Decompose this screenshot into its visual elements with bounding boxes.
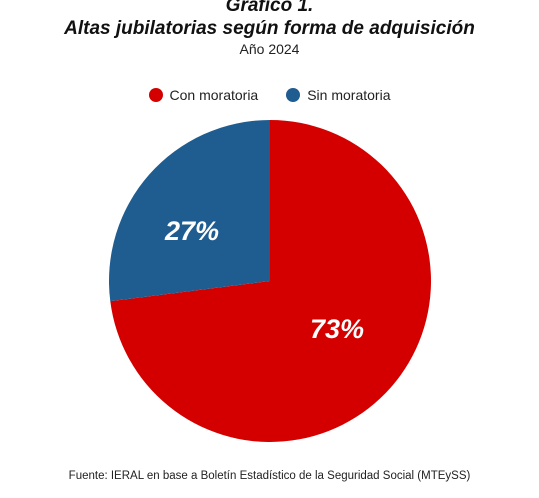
legend-item-con-moratoria: Con moratoria bbox=[148, 87, 259, 103]
pie-slice-con-moratoria bbox=[110, 120, 431, 442]
chart-title-line1: Gráfico 1. bbox=[225, 0, 314, 16]
legend-label-sin-moratoria: Sin moratoria bbox=[307, 87, 391, 103]
source-note: Fuente: IERAL en base a Boletín Estadíst… bbox=[68, 470, 471, 482]
chart-legend: Con moratoria Sin moratoria bbox=[0, 87, 539, 103]
legend-swatch-sin-moratoria bbox=[286, 88, 301, 102]
legend-item-sin-moratoria: Sin moratoria bbox=[286, 87, 390, 103]
legend-swatch-con-moratoria bbox=[148, 88, 163, 102]
slice-label-con-moratoria: 73% bbox=[310, 314, 364, 344]
chart-title: Altas jubilatorias según forma de adquis… bbox=[64, 18, 475, 39]
pie-slice-sin-moratoria bbox=[109, 119, 270, 302]
slice-label-sin-moratoria: 27% bbox=[164, 216, 219, 246]
legend-label-con-moratoria: Con moratoria bbox=[169, 87, 259, 103]
chart-subtitle: Año 2024 bbox=[239, 41, 300, 57]
